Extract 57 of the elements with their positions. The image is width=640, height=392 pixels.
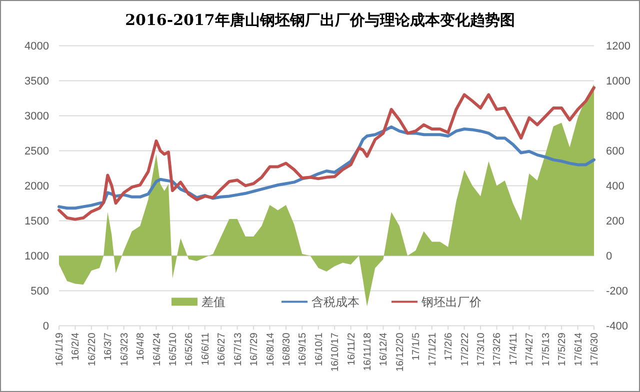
x-tick-label: 16/3/23 — [119, 332, 130, 366]
y-tick-label: 3000 — [24, 110, 49, 123]
y2-tick-label: 0 — [606, 250, 612, 263]
y-tick-label: 1000 — [24, 250, 49, 263]
legend-label: 差值 — [202, 295, 226, 310]
y2-tick-label: 400 — [606, 180, 624, 193]
x-tick-label: 17/6/14 — [573, 332, 584, 366]
x-tick-label: 16/5/10 — [168, 332, 179, 366]
line-series — [58, 86, 596, 221]
x-tick-label: 16/1/19 — [54, 332, 66, 366]
y-tick-label: 0 — [42, 320, 49, 333]
x-tick-label: 16/7/13 — [232, 332, 244, 366]
y2-tick-label: 200 — [606, 216, 624, 228]
y-tick-label: 500 — [30, 286, 49, 298]
x-tick-label: 16/4/24 — [152, 332, 163, 366]
y2-tick-label: 1200 — [606, 40, 630, 53]
x-tick-label: 16/10/17 — [330, 332, 342, 372]
x-tick-label: 16/10/1 — [314, 332, 325, 366]
y-tick-label: 2500 — [24, 146, 49, 158]
x-tick-label: 16/9/15 — [298, 332, 309, 366]
x-tick-label: 17/3/26 — [492, 332, 504, 366]
y2-tick-label: -400 — [606, 320, 628, 333]
y-tick-label: 4000 — [24, 40, 49, 53]
y2-tick-label: 1000 — [606, 76, 630, 88]
x-tick-label: 17/4/11 — [508, 332, 520, 366]
x-tick-label: 17/2/6 — [444, 332, 455, 361]
x-tick-label: 16/2/20 — [86, 332, 98, 366]
x-tick-label: 17/6/30 — [590, 332, 600, 366]
x-tick-label: 16/5/26 — [184, 332, 196, 366]
x-tick-label: 16/7/29 — [249, 332, 260, 366]
x-tick-label: 17/1/21 — [427, 332, 438, 366]
x-tick-label: 17/4/27 — [524, 332, 536, 366]
y2-tick-label: 600 — [606, 146, 624, 158]
x-tick-label: 16/6/27 — [216, 332, 228, 366]
x-tick-label: 16/6/11 — [200, 332, 212, 366]
x-tick-label: 16/11/2 — [346, 332, 358, 366]
x-tick-label: 16/12/20 — [394, 332, 406, 372]
y-tick-label: 1500 — [24, 216, 49, 228]
y-tick-label: 3500 — [24, 76, 49, 88]
x-tick-label: 16/8/14 — [265, 332, 276, 366]
y2-tick-label: -200 — [606, 286, 628, 298]
x-tick-label: 17/2/22 — [460, 332, 471, 366]
x-tick-label: 17/3/10 — [476, 332, 488, 366]
y2-tick-label: 800 — [606, 110, 624, 123]
x-tick-label: 17/1/5 — [411, 332, 422, 361]
y-tick-label: 2000 — [24, 180, 49, 193]
legend-label: 含税成本 — [312, 295, 360, 310]
x-tick-label: 17/5/13 — [540, 332, 552, 366]
x-tick-label: 16/11/18 — [362, 332, 374, 371]
legend-label: 钢坯出厂价 — [420, 295, 482, 310]
x-tick-label: 16/8/30 — [281, 332, 292, 366]
x-tick-label: 16/3/7 — [103, 332, 114, 361]
chart-title: 2016-2017年唐山钢坯钢厂出厂价与理论成本变化趋势图 — [125, 11, 515, 29]
x-tick-label: 16/4/8 — [136, 332, 147, 361]
x-tick-label: 16/2/4 — [70, 332, 82, 361]
x-tick-label: 17/5/29 — [557, 332, 568, 366]
x-tick-label: 16/12/4 — [378, 332, 390, 366]
